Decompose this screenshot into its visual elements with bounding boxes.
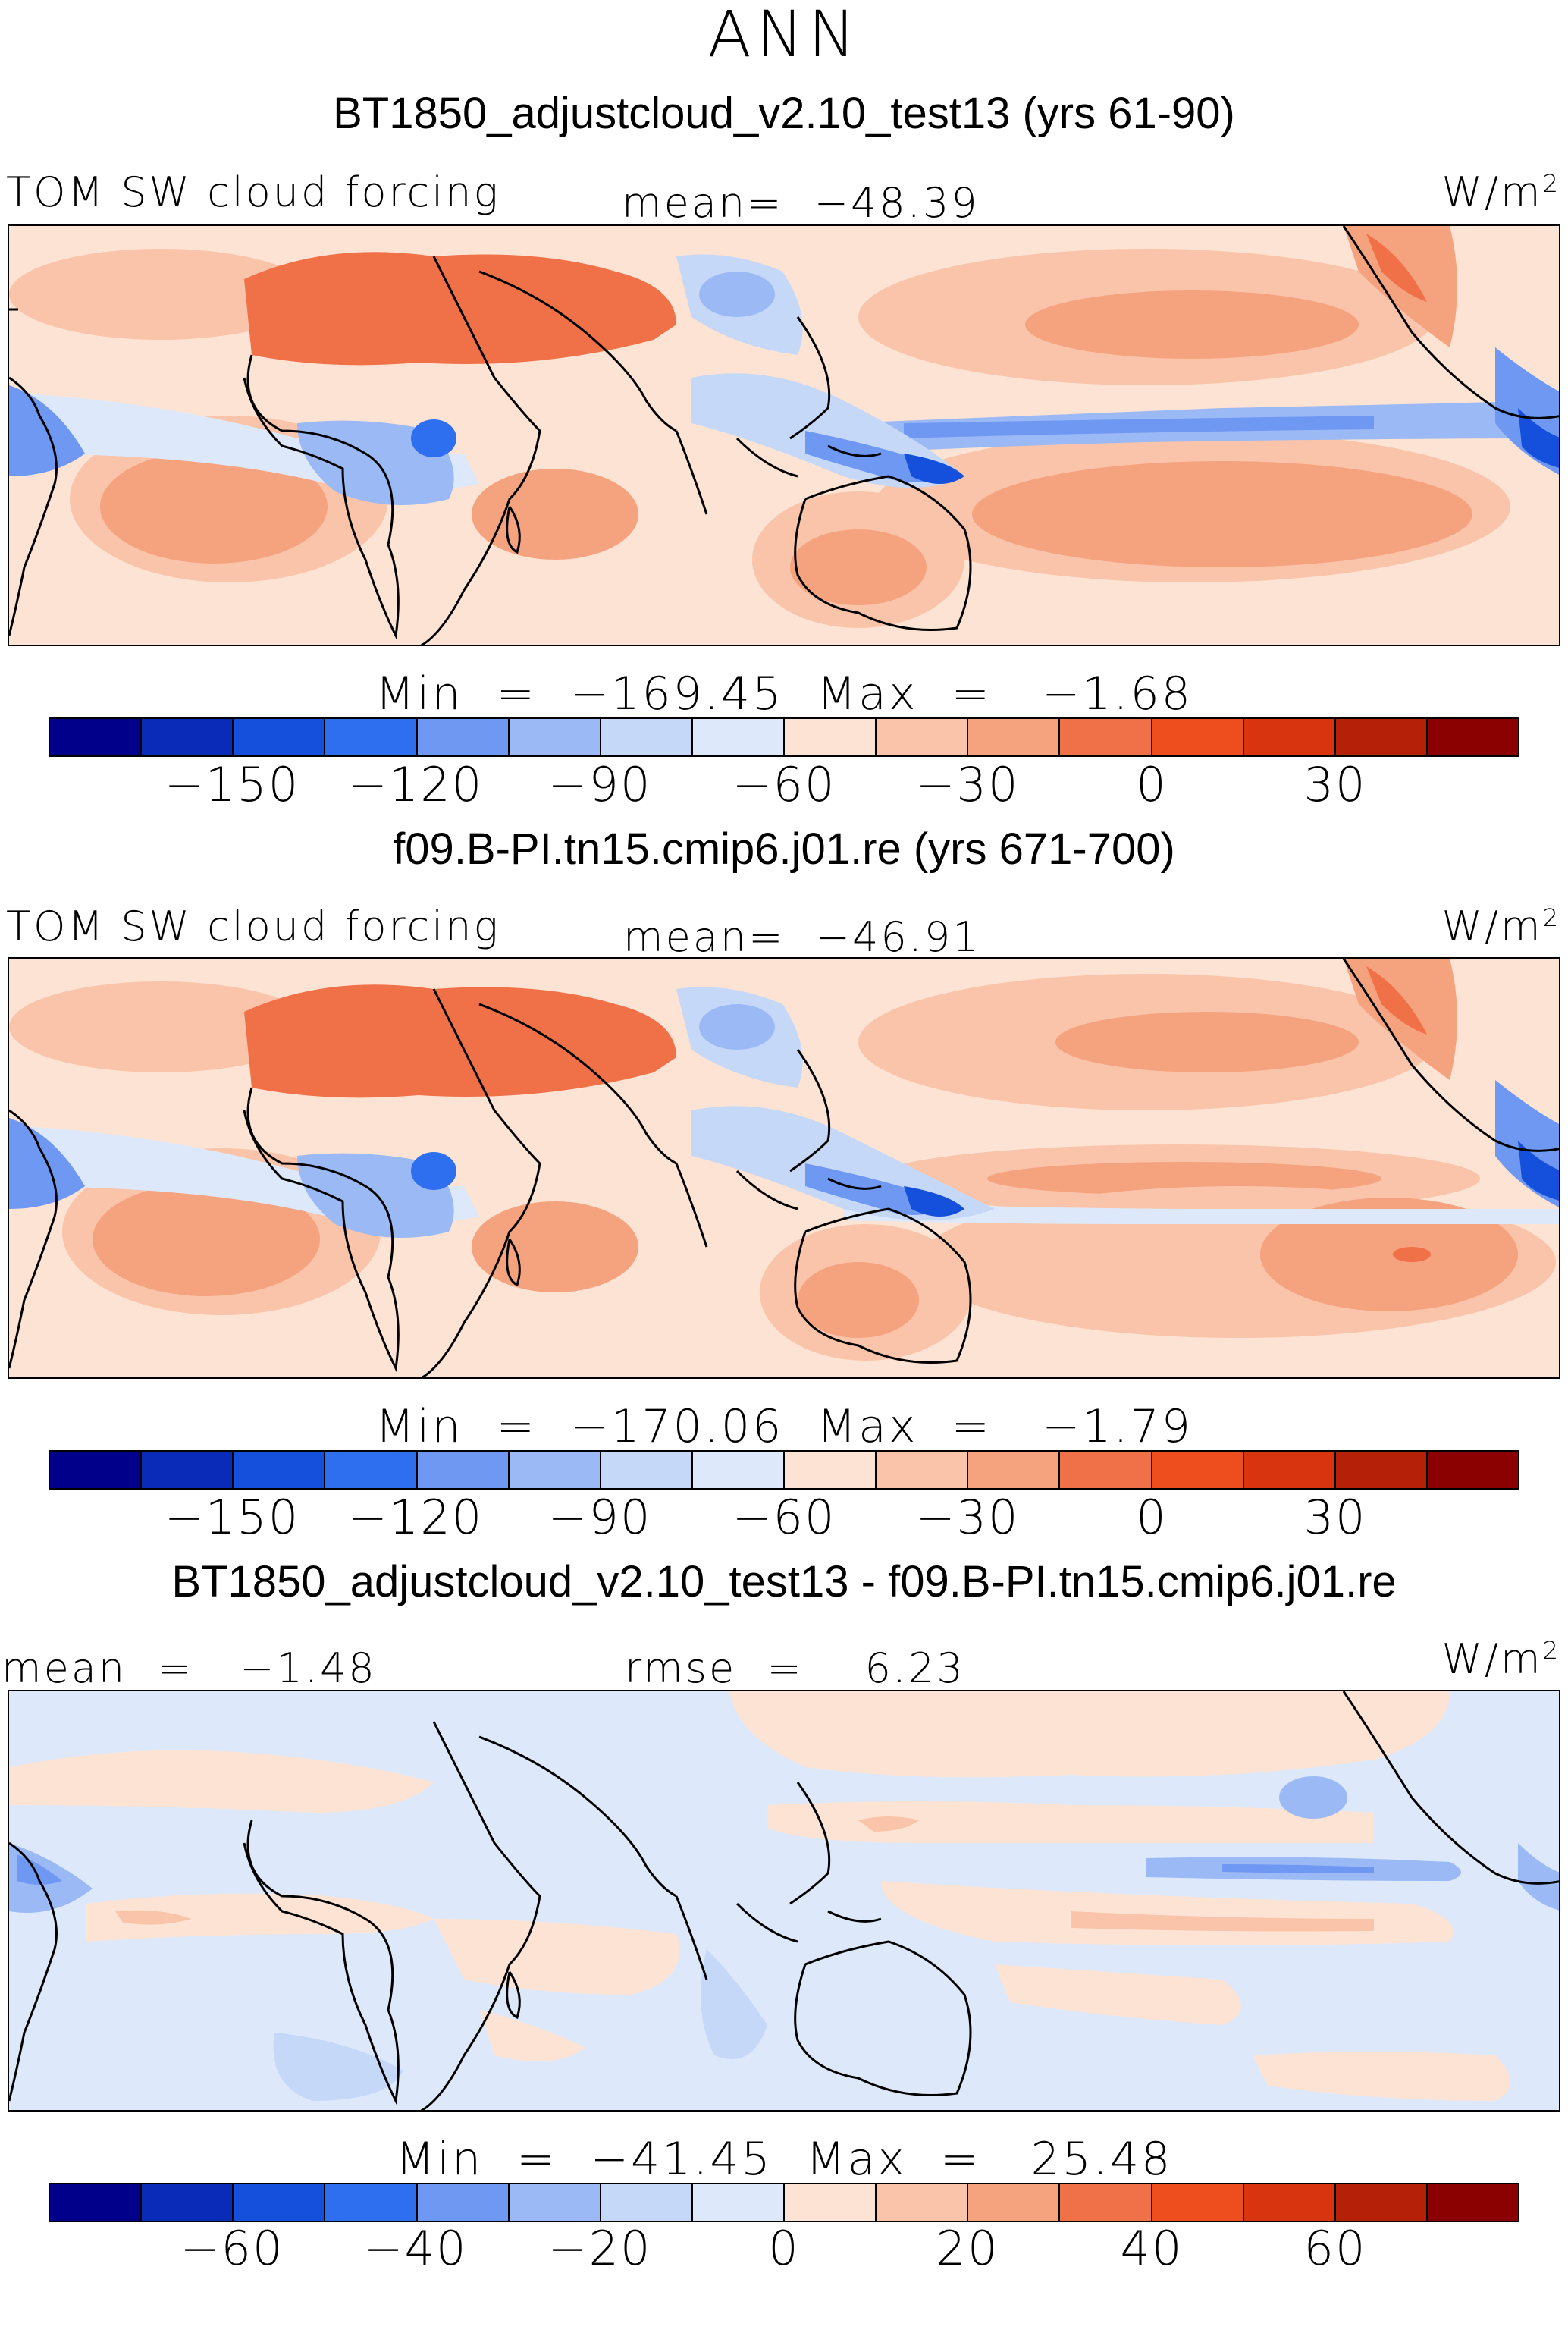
colorbar-swatch	[785, 719, 877, 755]
panel-3-tick: 0	[768, 2221, 800, 2276]
panel-2-tick: 0	[1136, 1490, 1168, 1545]
panel-1-tick: −120	[347, 757, 484, 812]
colorbar-swatch	[1335, 719, 1428, 755]
colorbar-swatch	[142, 719, 234, 755]
colorbar-swatch	[785, 2184, 877, 2221]
panel-1-colorbar-ticks: −150 −120 −90 −60 −30 0 30	[0, 757, 1568, 818]
colorbar-swatch	[692, 2184, 785, 2221]
panel-2-left-label: TOM SW cloud forcing	[6, 903, 500, 950]
colorbar-swatch	[877, 2184, 969, 2221]
panel-3-colorbar-ticks: −60 −40 −20 0 20 40 60	[0, 2221, 1568, 2276]
colorbar-swatch	[1427, 1452, 1518, 1488]
panel-2-tick: −30	[915, 1490, 1020, 1545]
colorbar-swatch	[692, 719, 785, 755]
panel-3-tick: 40	[1120, 2221, 1184, 2276]
panel-3-map	[8, 1690, 1560, 2112]
colorbar-swatch	[234, 2184, 326, 2221]
panel-3-colorbar	[49, 2183, 1519, 2222]
panel-1-colorbar	[49, 717, 1519, 757]
panel-2-tick: −120	[347, 1490, 484, 1545]
colorbar-swatch	[325, 2184, 418, 2221]
panel-2-title: f09.B-PI.tn15.cmip6.j01.re (yrs 671-700)	[393, 824, 1175, 874]
panel-1-tick: −150	[164, 757, 300, 812]
colorbar-swatch	[601, 2184, 693, 2221]
colorbar-swatch	[1152, 1452, 1244, 1488]
panel-2-tick: −90	[547, 1490, 652, 1545]
panel-3-tick: 60	[1303, 2221, 1367, 2276]
colorbar-swatch	[50, 719, 143, 755]
panel-3-tick: −20	[547, 2221, 652, 2276]
colorbar-swatch	[1427, 2184, 1518, 2221]
colorbar-swatch	[50, 1452, 143, 1488]
colorbar-swatch	[1335, 2184, 1428, 2221]
colorbar-swatch	[1060, 719, 1152, 755]
colorbar-swatch	[417, 719, 510, 755]
colorbar-swatch	[142, 2184, 234, 2221]
colorbar-swatch	[50, 2184, 143, 2221]
panel-2-units: W/m2	[1441, 903, 1560, 950]
colorbar-swatch	[1060, 1452, 1152, 1488]
colorbar-swatch	[1243, 1452, 1336, 1488]
panel-3-title: BT1850_adjustcloud_v2.10_test13 - f09.B-…	[171, 1557, 1397, 1606]
figure-season-title: ANN	[707, 0, 861, 71]
panel-1-map	[8, 224, 1560, 646]
colorbar-swatch	[968, 1452, 1061, 1488]
colorbar-swatch	[1152, 719, 1244, 755]
colorbar-swatch	[1427, 719, 1518, 755]
panel-2-tick: −150	[164, 1490, 300, 1545]
panel-1-left-label: TOM SW cloud forcing	[6, 168, 500, 216]
panel-1-title: BT1850_adjustcloud_v2.10_test13 (yrs 61-…	[333, 89, 1235, 138]
colorbar-swatch	[1152, 2184, 1244, 2221]
panel-2-tick: 30	[1303, 1490, 1367, 1545]
colorbar-swatch	[877, 719, 969, 755]
panel-2-colorbar	[49, 1450, 1519, 1490]
colorbar-swatch	[1060, 2184, 1152, 2221]
colorbar-swatch	[785, 1452, 877, 1488]
colorbar-swatch	[509, 719, 601, 755]
panel-3-tick: −60	[180, 2221, 284, 2276]
panel-1-minmax: Min = −169.45 Max = −1.68	[375, 667, 1193, 721]
colorbar-swatch	[417, 1452, 510, 1488]
colorbar-swatch	[692, 1452, 785, 1488]
colorbar-swatch	[325, 719, 418, 755]
colorbar-swatch	[1243, 719, 1336, 755]
colorbar-swatch	[325, 1452, 418, 1488]
colorbar-swatch	[968, 719, 1061, 755]
colorbar-swatch	[1335, 1452, 1428, 1488]
colorbar-swatch	[509, 1452, 601, 1488]
panel-3-tick: −40	[363, 2221, 468, 2276]
colorbar-swatch	[234, 1452, 326, 1488]
panel-3-units: W/m2	[1441, 1635, 1560, 1683]
colorbar-swatch	[509, 2184, 601, 2221]
panel-2-map	[8, 957, 1560, 1379]
panel-1-tick: −60	[732, 757, 836, 812]
colorbar-swatch	[877, 1452, 969, 1488]
panel-3-minmax: Min = −41.45 Max = 25.48	[395, 2133, 1173, 2186]
panel-2-minmax: Min = −170.06 Max = −1.79	[375, 1400, 1193, 1453]
colorbar-swatch	[601, 719, 693, 755]
colorbar-swatch	[968, 2184, 1061, 2221]
panel-1-tick: −30	[915, 757, 1020, 812]
panel-3-rmse-label: rmse = 6.23	[625, 1644, 965, 1692]
panel-1-tick: 0	[1136, 757, 1168, 812]
panel-1-mean-label: mean= −48.39	[622, 179, 980, 227]
panel-1-tick: 30	[1303, 757, 1367, 812]
colorbar-swatch	[601, 1452, 693, 1488]
panel-3-mean-label: mean = −1.48	[2, 1644, 377, 1692]
panel-2-colorbar-ticks: −150 −120 −90 −60 −30 0 30	[0, 1490, 1568, 1550]
panel-3-tick: 20	[936, 2221, 999, 2276]
panel-1-units: W/m2	[1441, 168, 1560, 216]
colorbar-swatch	[417, 2184, 510, 2221]
colorbar-swatch	[142, 1452, 234, 1488]
panel-2-tick: −60	[732, 1490, 836, 1545]
colorbar-swatch	[1243, 2184, 1336, 2221]
colorbar-swatch	[234, 719, 326, 755]
panel-1-tick: −90	[547, 757, 652, 812]
panel-2-mean-label: mean= −46.91	[623, 913, 981, 961]
